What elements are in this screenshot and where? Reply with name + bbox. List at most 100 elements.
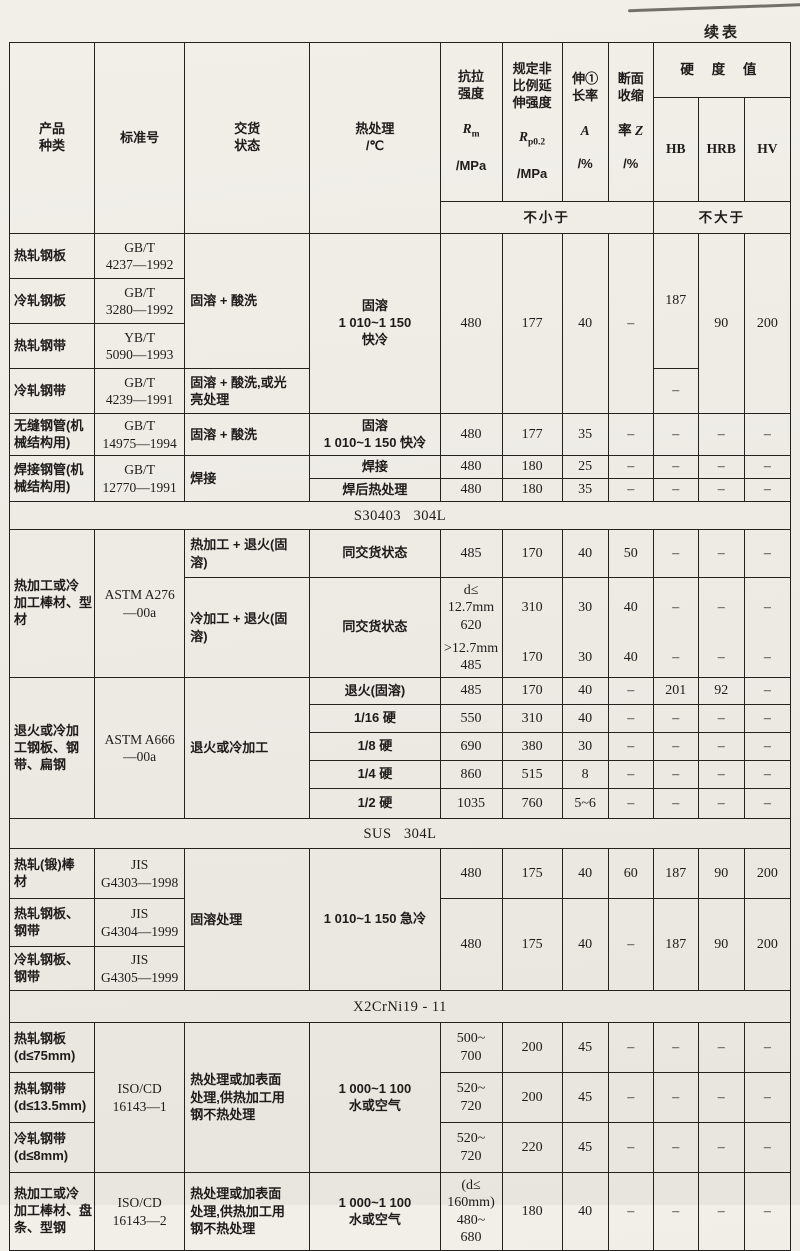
header-product-type: 产品 种类 <box>8 41 96 235</box>
cell-elongation: 45 <box>561 1122 609 1174</box>
cell-heat-treatment: 退火(固溶) <box>309 677 441 706</box>
table-row: 热轧钢板、 钢带 JIS G4304—1999 480 175 40 – 187… <box>8 898 792 992</box>
cell-elongation: 40 <box>561 1172 609 1251</box>
cell-reduction-of-area: – <box>607 1122 654 1174</box>
cell-reduction-of-area: – <box>607 760 654 790</box>
header-reduction-of-area: 断面 收缩 率 Z /% <box>607 41 654 203</box>
cell-yield-strength: 200 <box>501 1072 563 1124</box>
cell-tensile-strength: 520~ 720 <box>439 1072 503 1124</box>
cell-hardness-hv: – <box>743 1122 792 1174</box>
cell-elongation: 40 <box>561 529 609 579</box>
header-tensile-symbol: Rm <box>462 121 480 140</box>
cell-hardness-hrb: – <box>697 1172 745 1251</box>
cell-hardness-hv: – <box>743 529 792 579</box>
cell-hardness-hv: – <box>743 413 792 457</box>
cell-standard: JIS G4305—1999 <box>94 946 186 992</box>
cell-elongation: 45 <box>561 1022 609 1074</box>
cell-delivery-state: 焊接 <box>184 455 311 503</box>
header-elongation-symbol: A <box>580 122 590 138</box>
cell-delivery-state: 固溶 + 酸洗 <box>184 413 311 457</box>
page-edge-line <box>628 2 800 13</box>
cell-standard: GB/T 12770—1991 <box>94 455 186 503</box>
header-reduction-unit: /% <box>623 156 639 172</box>
cell-hardness-hv: – <box>743 704 792 734</box>
cell-hardness-hb: – <box>652 704 699 734</box>
cell-tensile-strength: 480 <box>439 478 503 503</box>
cell-hardness-hb: – <box>652 788 699 820</box>
cell-standard: ISO/CD 16143—1 <box>94 1022 186 1174</box>
cell-reduction-of-area: – <box>607 413 654 457</box>
cell-heat-treatment: 焊接 <box>309 455 441 480</box>
header-elongation-unit: /% <box>577 156 593 172</box>
cell-hardness-hb: – <box>652 1172 699 1251</box>
cell-product: 热加工或冷 加工棒材、盘 条、型钢 <box>8 1172 96 1251</box>
cell-elongation: 40 <box>561 848 609 900</box>
cell-reduction-of-area: – <box>607 1072 654 1124</box>
cell-hardness-hv: 200 <box>743 898 792 992</box>
cell-yield-strength: 380 <box>501 732 563 762</box>
cell-heat-treatment: 1/8 硬 <box>309 732 441 762</box>
cell-elongation: 40 <box>561 704 609 734</box>
header-tensile-unit: /MPa <box>455 157 487 173</box>
cell-yield-strength: 175 <box>501 898 563 992</box>
cell-hardness-hb: – <box>652 732 699 762</box>
cell-elongation: 30 <box>561 732 609 762</box>
cell-yield-strength: 177 <box>501 233 563 415</box>
cell-heat-treatment: 1 000~1 100 水或空气 <box>309 1022 441 1174</box>
cell-heat-treatment: 同交货状态 <box>309 529 441 579</box>
cell-hardness-hrb: – <box>697 732 745 762</box>
cell-heat-treatment: 焊后热处理 <box>309 478 441 503</box>
cell-hardness-hrb: 90 <box>697 233 745 415</box>
cell-product: 冷轧钢板、 钢带 <box>8 946 96 992</box>
table-row: 热加工或冷 加工棒材、盘 条、型钢 ISO/CD 16143—2 热处理或加表面… <box>8 1172 792 1251</box>
cell-hardness-hv: – <box>743 732 792 762</box>
header-hv: HV <box>743 97 792 203</box>
cell-hardness-hrb: – <box>697 413 745 457</box>
cell-product: 热轧钢板 (d≤75mm) <box>8 1022 96 1074</box>
material-properties-table: 产品 种类 标准号 交货 状态 热处理 /℃ 抗拉 强度 Rm /MPa 规定非… <box>8 41 792 1251</box>
cell-hardness-hb: – <box>652 455 699 480</box>
cell-reduction-of-area: – <box>607 1022 654 1074</box>
cell-tensile-strength: >12.7mm 485 <box>439 637 503 679</box>
cell-product: 热轧钢带 (d≤13.5mm) <box>8 1072 96 1124</box>
table-row: >12.7mm 485 170 30 40 – – – <box>10 637 792 679</box>
cell-hardness-hrb: – <box>697 455 745 480</box>
cell-standard: JIS G4304—1999 <box>94 898 186 948</box>
cell-delivery-state: 热加工 + 退火(固 溶) <box>184 529 311 579</box>
cell-yield-strength: 760 <box>501 788 563 820</box>
cell-hardness-hb: – <box>652 529 699 579</box>
cell-heat-treatment: 固溶 1 010~1 150 快冷 <box>309 233 441 415</box>
cell-tensile-strength: 485 <box>439 677 503 706</box>
cell-hardness-hb: – <box>652 637 699 679</box>
header-not-greater-than: 不大于 <box>652 201 792 235</box>
cell-standard: GB/T 4239—1991 <box>94 368 186 415</box>
header-elongation-text: 伸① 长率 <box>572 71 599 103</box>
cell-tensile-strength: 690 <box>439 732 503 762</box>
cell-yield-strength: 175 <box>501 848 563 900</box>
cell-tensile-strength: 520~ 720 <box>439 1122 503 1174</box>
cell-product: 退火或冷加 工钢板、钢 带、扁钢 <box>8 677 96 820</box>
section-title: SUS 304L <box>9 818 791 850</box>
cell-hardness-hb: – <box>652 577 699 638</box>
table-row: 1/4 硬 860 515 8 – – – – <box>10 760 792 790</box>
cell-hardness-hv: – <box>743 455 792 480</box>
cell-yield-strength: 170 <box>501 637 563 679</box>
header-tensile-text: 抗拉 强度 <box>458 69 485 102</box>
cell-product: 冷轧钢带 <box>8 368 96 415</box>
cell-reduction-of-area: – <box>607 455 654 480</box>
cell-delivery-state: 热处理或加表面 处理,供热加工用 钢不热处理 <box>184 1022 311 1174</box>
section-header-row: SUS 304L <box>9 818 791 850</box>
cell-hardness-hv: – <box>743 1072 792 1124</box>
cell-delivery-state: 固溶 + 酸洗 <box>184 233 311 370</box>
cell-delivery-state: 退火或冷加工 <box>184 677 311 820</box>
cell-standard: YB/T 5090—1993 <box>94 323 186 370</box>
cell-hardness-hb: – <box>652 413 699 457</box>
table-row: 冷轧钢带 GB/T 4239—1991 固溶 + 酸洗,或光 亮处理 – <box>8 368 791 415</box>
cell-heat-treatment: 1/16 硬 <box>309 704 441 734</box>
cell-hardness-hrb: 90 <box>697 898 745 992</box>
cell-product: 热轧钢板、 钢带 <box>8 898 96 948</box>
cell-hardness-hrb: – <box>697 577 745 638</box>
header-hb: HB <box>652 97 699 203</box>
cell-product: 热轧(锻)棒 材 <box>8 848 96 900</box>
cell-elongation: 40 <box>561 898 609 992</box>
